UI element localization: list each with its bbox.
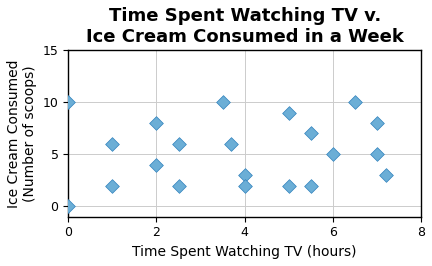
Point — [352, 100, 359, 104]
Point — [228, 142, 235, 146]
Point — [285, 183, 292, 188]
Point — [153, 163, 160, 167]
Y-axis label: Ice Cream Consumed
(Number of scoops): Ice Cream Consumed (Number of scoops) — [7, 59, 37, 208]
Point — [219, 100, 226, 104]
Point — [330, 152, 337, 156]
Point — [65, 100, 72, 104]
Point — [175, 183, 182, 188]
Point — [109, 142, 116, 146]
Point — [374, 121, 381, 125]
Point — [307, 183, 314, 188]
X-axis label: Time Spent Watching TV (hours): Time Spent Watching TV (hours) — [133, 245, 357, 259]
Point — [374, 152, 381, 156]
Point — [153, 121, 160, 125]
Point — [109, 183, 116, 188]
Point — [175, 142, 182, 146]
Point — [65, 204, 72, 209]
Point — [285, 110, 292, 115]
Point — [307, 131, 314, 136]
Title: Time Spent Watching TV v.
Ice Cream Consumed in a Week: Time Spent Watching TV v. Ice Cream Cons… — [86, 7, 403, 46]
Point — [382, 173, 389, 177]
Point — [241, 173, 248, 177]
Point — [241, 183, 248, 188]
